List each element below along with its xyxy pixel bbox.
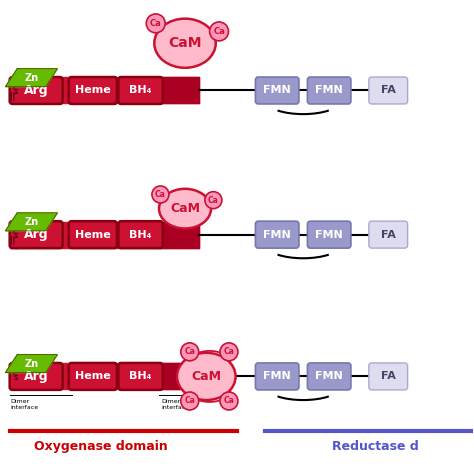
Text: Heme: Heme bbox=[75, 229, 111, 240]
Polygon shape bbox=[5, 355, 57, 373]
Text: Oxygenase domain: Oxygenase domain bbox=[34, 440, 167, 453]
Polygon shape bbox=[5, 69, 57, 87]
FancyBboxPatch shape bbox=[369, 221, 408, 248]
Text: Ca: Ca bbox=[184, 347, 195, 356]
FancyBboxPatch shape bbox=[118, 77, 163, 104]
FancyBboxPatch shape bbox=[118, 221, 163, 248]
Text: FMN: FMN bbox=[315, 372, 343, 382]
Text: ||: || bbox=[10, 236, 15, 245]
FancyBboxPatch shape bbox=[369, 363, 408, 390]
Text: CaM: CaM bbox=[168, 36, 202, 50]
Text: FA: FA bbox=[381, 85, 396, 95]
Ellipse shape bbox=[155, 18, 216, 68]
Text: Ca: Ca bbox=[184, 396, 195, 405]
FancyBboxPatch shape bbox=[9, 221, 63, 248]
FancyBboxPatch shape bbox=[369, 77, 408, 104]
FancyBboxPatch shape bbox=[69, 221, 117, 248]
Circle shape bbox=[152, 186, 169, 203]
Text: Arg: Arg bbox=[24, 370, 48, 383]
Text: CaM: CaM bbox=[191, 370, 221, 383]
Polygon shape bbox=[5, 213, 57, 231]
FancyBboxPatch shape bbox=[308, 363, 351, 390]
Ellipse shape bbox=[177, 353, 236, 400]
Text: FMN: FMN bbox=[315, 85, 343, 95]
Text: Zn: Zn bbox=[24, 217, 38, 227]
Text: Ca: Ca bbox=[213, 27, 225, 36]
Circle shape bbox=[181, 392, 199, 410]
Circle shape bbox=[146, 14, 165, 33]
Text: interface: interface bbox=[10, 405, 38, 410]
Text: FA: FA bbox=[381, 372, 396, 382]
Circle shape bbox=[220, 343, 238, 361]
Text: Ca: Ca bbox=[224, 396, 235, 405]
Text: FA: FA bbox=[381, 229, 396, 240]
Text: FMN: FMN bbox=[263, 229, 291, 240]
Text: Dimer: Dimer bbox=[161, 399, 181, 404]
FancyBboxPatch shape bbox=[308, 77, 351, 104]
Text: ||: || bbox=[10, 92, 15, 101]
Circle shape bbox=[210, 22, 228, 41]
Text: BH₄: BH₄ bbox=[129, 85, 152, 95]
FancyBboxPatch shape bbox=[255, 363, 299, 390]
FancyBboxPatch shape bbox=[69, 363, 117, 390]
Text: Ca: Ca bbox=[224, 347, 235, 356]
Text: Zn: Zn bbox=[24, 73, 38, 83]
FancyBboxPatch shape bbox=[9, 363, 63, 390]
Text: FMN: FMN bbox=[263, 372, 291, 382]
Circle shape bbox=[220, 392, 238, 410]
Ellipse shape bbox=[159, 189, 211, 228]
FancyBboxPatch shape bbox=[255, 77, 299, 104]
Text: BH₄: BH₄ bbox=[129, 229, 152, 240]
Text: Heme: Heme bbox=[75, 85, 111, 95]
Text: BH₄: BH₄ bbox=[129, 372, 152, 382]
Text: Reductase d: Reductase d bbox=[331, 440, 418, 453]
Text: FMN: FMN bbox=[263, 85, 291, 95]
FancyBboxPatch shape bbox=[255, 221, 299, 248]
Text: 's: 's bbox=[12, 373, 18, 382]
Circle shape bbox=[181, 343, 199, 361]
Text: Dimer: Dimer bbox=[10, 399, 29, 404]
Text: Ca: Ca bbox=[155, 190, 166, 199]
Circle shape bbox=[205, 191, 222, 209]
Text: Ca: Ca bbox=[150, 19, 162, 28]
FancyBboxPatch shape bbox=[9, 77, 63, 104]
FancyBboxPatch shape bbox=[118, 363, 163, 390]
Text: interface: interface bbox=[161, 405, 190, 410]
Text: Heme: Heme bbox=[75, 372, 111, 382]
Text: Ca: Ca bbox=[208, 196, 219, 205]
Text: CaM: CaM bbox=[170, 202, 200, 215]
FancyBboxPatch shape bbox=[69, 77, 117, 104]
FancyBboxPatch shape bbox=[308, 221, 351, 248]
Text: 's: 's bbox=[12, 231, 18, 240]
Text: 's: 's bbox=[12, 87, 18, 96]
Text: Arg: Arg bbox=[24, 228, 48, 241]
Text: Arg: Arg bbox=[24, 84, 48, 97]
Text: FMN: FMN bbox=[315, 229, 343, 240]
Text: Zn: Zn bbox=[24, 359, 38, 369]
